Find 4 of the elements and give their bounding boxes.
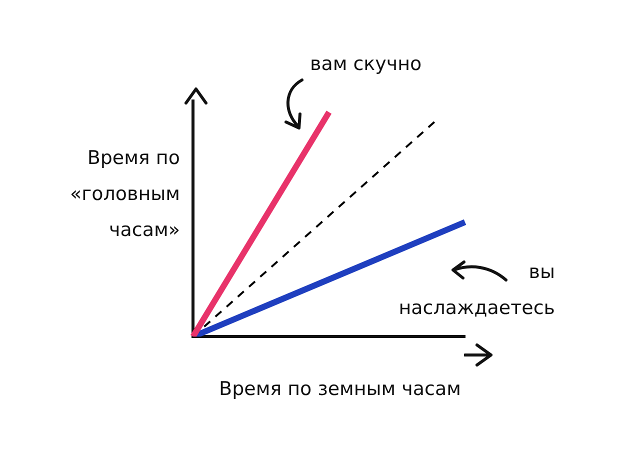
annotation: вы наслаждаетесь bbox=[398, 260, 555, 321]
x-axis-title: Время по земным часам bbox=[218, 377, 462, 402]
y-axis-title: Время по «головным часам» bbox=[70, 146, 180, 243]
text: вам скучно bbox=[310, 52, 422, 77]
